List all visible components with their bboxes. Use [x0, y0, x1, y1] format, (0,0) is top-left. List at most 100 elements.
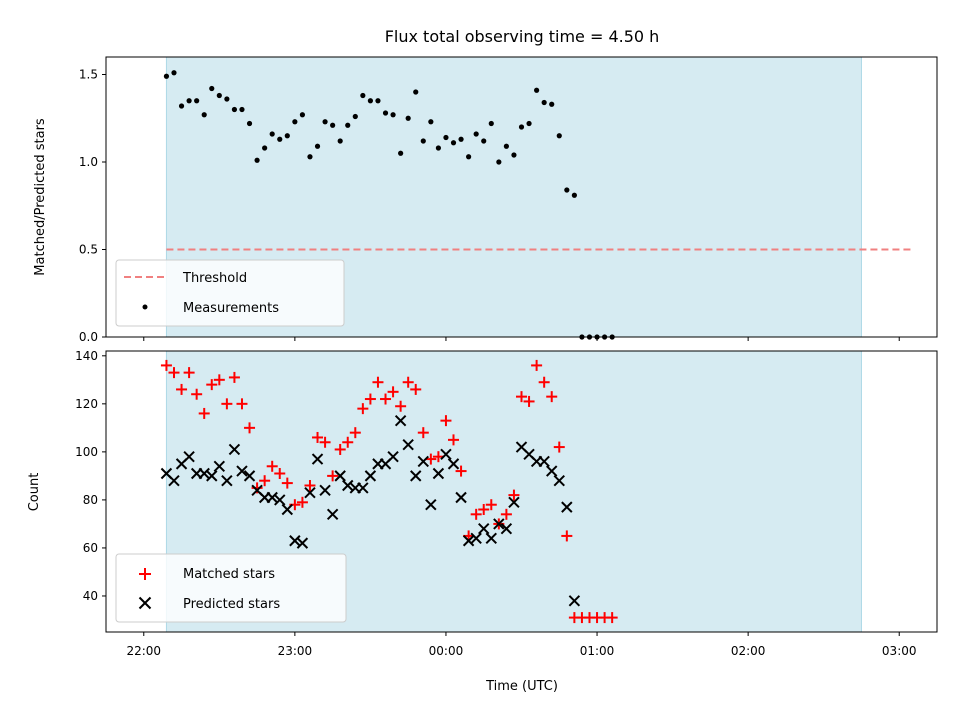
measurement-point — [390, 112, 396, 118]
predicted-star-point — [183, 450, 195, 463]
count-panel-frame — [105, 350, 938, 633]
predicted-star-point — [326, 508, 339, 521]
predicted-star-point — [243, 470, 256, 482]
legend-measurements-label: Measurements — [183, 301, 279, 316]
count-legend: Matched stars Predicted stars — [115, 553, 347, 623]
measurement-point — [314, 143, 321, 149]
count-y-tick-label: 140 — [75, 349, 98, 363]
x-tick-label: 01:00 — [580, 644, 615, 658]
count-y-tick-label: 80 — [83, 493, 98, 507]
matched-star-point — [508, 489, 520, 501]
predicted-star-point — [357, 482, 369, 494]
matched-star-point — [531, 359, 543, 371]
measurement-point — [413, 89, 419, 95]
matched-star-point — [546, 391, 558, 403]
measurement-point — [549, 101, 555, 107]
legend-threshold-label: Threshold — [182, 271, 247, 286]
matched-star-point — [357, 403, 369, 415]
measurement-point — [473, 131, 479, 137]
ratio-y-tick-label: 1.5 — [79, 68, 98, 82]
predicted-star-point — [546, 465, 558, 477]
x-tick-label: 22:00 — [126, 644, 161, 658]
predicted-star-point — [274, 494, 286, 506]
matched-star-point — [183, 367, 195, 379]
matched-star-point — [342, 436, 354, 448]
predicted-star-point — [440, 448, 452, 460]
matched-star-point — [364, 393, 376, 405]
predicted-star-point — [553, 474, 565, 487]
count-y-tick-label: 120 — [75, 397, 98, 411]
measurement-point — [488, 120, 494, 127]
matched-star-point — [538, 376, 550, 388]
count-y-tick-label: 100 — [75, 445, 98, 459]
predicted-star-point — [304, 486, 316, 499]
predicted-star-point — [500, 523, 513, 535]
ratio-y-tick-label: 0.5 — [79, 243, 98, 257]
x-tick-label: 23:00 — [278, 644, 313, 658]
matched-star-point — [259, 475, 271, 487]
predicted-star-point — [334, 470, 346, 482]
measurement-point — [382, 110, 389, 116]
matched-star-point — [387, 386, 399, 398]
matched-star-point — [198, 407, 210, 419]
matched-star-point — [266, 460, 278, 472]
measurement-point — [428, 119, 434, 125]
predicted-star-point — [281, 503, 294, 516]
measurement-point — [534, 87, 540, 93]
predicted-star-point — [568, 595, 581, 607]
predicted-star-point — [462, 535, 475, 547]
x-tick-label: 03:00 — [882, 644, 917, 658]
ratio-y-axis-label: Matched/Predicted stars — [33, 118, 48, 276]
legend-measurements-swatch — [142, 304, 148, 310]
ratio-legend: Threshold Measurements — [115, 259, 345, 327]
predicted-star-point — [198, 467, 210, 480]
predicted-star-point — [455, 491, 467, 504]
measurement-point — [443, 134, 449, 141]
x-tick-label: 00:00 — [429, 644, 464, 658]
matched-star-point — [296, 496, 308, 508]
predicted-star-point — [228, 443, 241, 456]
matched-star-point — [432, 451, 444, 463]
matched-star-point — [516, 391, 527, 403]
matched-star-point — [448, 434, 460, 446]
legend-matched-swatch — [139, 568, 151, 580]
measurement-point — [209, 85, 215, 92]
measurement-point — [556, 133, 562, 139]
matched-star-point — [500, 508, 512, 520]
ratio-panel: 0.0 0.5 1.0 1.5 Matched/Predicted stars Thr… — [33, 56, 938, 344]
measurement-point — [231, 106, 238, 113]
measurement-point — [526, 120, 532, 127]
measurement-point — [564, 187, 570, 193]
matched-star-point — [395, 400, 407, 412]
measurement-point — [269, 131, 275, 137]
measurement-point — [541, 99, 547, 106]
matched-star-point — [470, 508, 482, 520]
matched-star-point — [221, 398, 233, 410]
predicted-star-point — [206, 470, 218, 482]
measurement-point — [458, 136, 464, 142]
predicted-star-point — [394, 414, 407, 427]
predicted-star-point — [168, 474, 180, 487]
matched-star-point — [380, 393, 392, 405]
measurement-point — [284, 133, 290, 139]
matched-star-point — [485, 499, 497, 511]
matched-star-point — [281, 477, 293, 489]
predicted-star-point — [296, 537, 309, 549]
measurement-point — [571, 192, 577, 198]
predicted-star-point — [311, 453, 324, 465]
predicted-star-point — [417, 455, 429, 468]
measurement-point — [292, 119, 298, 125]
chart-title: Flux total observing time = 4.50 h — [385, 27, 660, 46]
measurement-point — [194, 98, 200, 104]
matched-star-point — [561, 530, 573, 542]
predicted-star-point — [561, 501, 573, 513]
predicted-star-point — [289, 535, 301, 547]
predicted-star-point — [432, 467, 445, 480]
measurement-point — [246, 120, 253, 127]
predicted-star-point — [447, 458, 460, 470]
measurement-point — [216, 92, 222, 99]
predicted-star-point — [508, 496, 520, 509]
measurement-point — [496, 159, 502, 165]
legend-matched-label: Matched stars — [183, 567, 275, 582]
matched-star-point — [327, 470, 339, 482]
